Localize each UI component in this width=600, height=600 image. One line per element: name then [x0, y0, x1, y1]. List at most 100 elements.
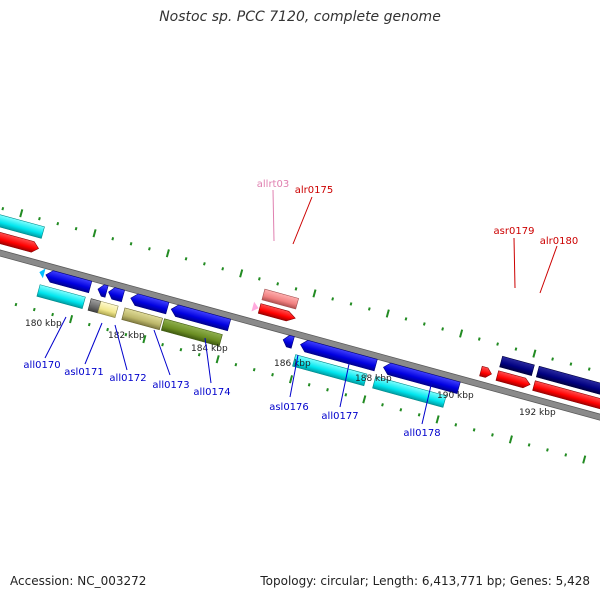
- gene-allrt03: [261, 288, 299, 310]
- gene-asl0171: [97, 284, 109, 298]
- outer-tick: [1, 206, 5, 211]
- kbp-labels: 180 kbp 182 kbp 184 kbp 186 kbp 188 kbp 190 k…: [25, 319, 556, 418]
- outer-tick: [514, 347, 518, 351]
- inner-tick: [234, 362, 238, 367]
- outer-tick: [74, 227, 78, 231]
- outer-tick: [459, 329, 464, 338]
- outer-tick: [258, 277, 261, 281]
- inner-tick: [142, 335, 147, 344]
- outer-tick-row: [1, 206, 591, 371]
- inner-tick: [454, 423, 458, 427]
- inner-tick: [14, 302, 18, 307]
- outer-tick: [551, 357, 554, 361]
- inner-tick: [472, 428, 476, 432]
- outer-tick: [385, 309, 390, 318]
- inner-tick: [381, 403, 384, 407]
- genome-track: [0, 206, 600, 464]
- gene-all0177-cyan: [292, 354, 368, 387]
- kbp-label: 192 kbp: [519, 408, 556, 418]
- leader-line-asr0179: [513, 237, 516, 289]
- inner-tick: [288, 375, 294, 384]
- inner-tick: [344, 393, 348, 397]
- gene-all0170-cyan: [36, 284, 86, 310]
- outer-tick: [148, 247, 151, 251]
- gene-forward-cyan-left: [0, 211, 45, 239]
- leader-line-allrt03: [272, 189, 275, 242]
- inner-tick: [307, 383, 311, 387]
- inner-tick: [362, 395, 367, 404]
- gene-all0173-khaki: [121, 307, 163, 331]
- outer-tick: [587, 367, 591, 371]
- outer-tick: [294, 287, 298, 291]
- inner-tick: [582, 455, 587, 464]
- inner-tick-row: [14, 302, 587, 464]
- inner-tick: [326, 388, 329, 392]
- outer-tick: [111, 237, 115, 241]
- gene-all0173: [130, 293, 170, 315]
- gene-label-alr0175: alr0175: [295, 185, 333, 196]
- outer-tick: [349, 302, 353, 306]
- outer-tick: [203, 262, 206, 266]
- gene-label-all0173: all0173: [152, 380, 189, 391]
- inner-tick: [527, 443, 531, 447]
- gene-marker-cyan: [39, 268, 46, 279]
- gene-all0172: [108, 287, 125, 303]
- inner-tick: [271, 373, 274, 377]
- outer-tick: [496, 342, 499, 346]
- outer-tick: [331, 297, 335, 301]
- gene-label-all0178: all0178: [403, 428, 440, 439]
- leader-line-all0173: [153, 329, 171, 376]
- outer-tick: [129, 242, 133, 246]
- gene-navy-2: [535, 365, 600, 402]
- inner-tick: [179, 347, 183, 352]
- genome-title: Nostoc sp. PCC 7120, complete genome: [159, 9, 441, 25]
- outer-tick: [184, 257, 188, 261]
- gene-forward-red-left: [0, 228, 39, 253]
- gene-all0177: [300, 340, 378, 372]
- inner-tick: [124, 332, 128, 337]
- reverse-strand: [36, 268, 461, 408]
- gene-all0170: [45, 270, 93, 294]
- leader-line-asl0171: [84, 322, 103, 365]
- kbp-label: 184 kbp: [191, 344, 228, 354]
- kbp-label: 186 kbp: [274, 359, 311, 369]
- gene-label-asl0171: asl0171: [64, 367, 104, 378]
- inner-tick: [399, 408, 403, 412]
- gene-label-all0174: all0174: [193, 387, 230, 398]
- inner-tick: [215, 355, 220, 364]
- outer-tick: [422, 322, 426, 326]
- inner-tick: [252, 368, 256, 372]
- inner-tick: [508, 435, 513, 444]
- inner-tick: [32, 307, 36, 312]
- gene-label-asr0179: asr0179: [494, 226, 535, 237]
- outer-tick: [239, 269, 244, 278]
- gene-label-all0177: all0177: [321, 411, 358, 422]
- inner-tick: [69, 314, 74, 324]
- outer-tick: [165, 249, 170, 258]
- gene-all0174-olive: [160, 318, 223, 347]
- outer-tick: [38, 216, 41, 221]
- gene-all0172-lemon: [97, 300, 119, 319]
- gene-label-all0170: all0170: [23, 360, 60, 371]
- gene-labels: all0170 asl0171 all0172 all0173 all0174 asl01…: [23, 179, 578, 439]
- gene-label-alr0180: alr0180: [540, 236, 578, 247]
- inner-tick: [51, 312, 54, 317]
- accession-label: Accession: NC_003272: [10, 574, 147, 588]
- inner-tick: [161, 342, 164, 347]
- leader-line-all0174: [204, 337, 212, 384]
- kbp-label: 188 kbp: [355, 374, 392, 384]
- inner-tick: [564, 453, 568, 457]
- outer-tick: [367, 307, 371, 311]
- outer-tick: [221, 267, 225, 271]
- leader-line-all0170: [44, 316, 67, 359]
- gene-all0178: [383, 362, 461, 394]
- kbp-label: 182 kbp: [108, 331, 145, 341]
- inner-tick: [435, 415, 440, 424]
- inner-tick: [491, 433, 494, 437]
- leader-line-alr0175: [292, 196, 313, 245]
- kbp-label: 190 kbp: [437, 391, 474, 401]
- outer-tick: [56, 221, 60, 226]
- leader-line-asl0176: [289, 354, 299, 398]
- gene-asr0179: [479, 365, 492, 378]
